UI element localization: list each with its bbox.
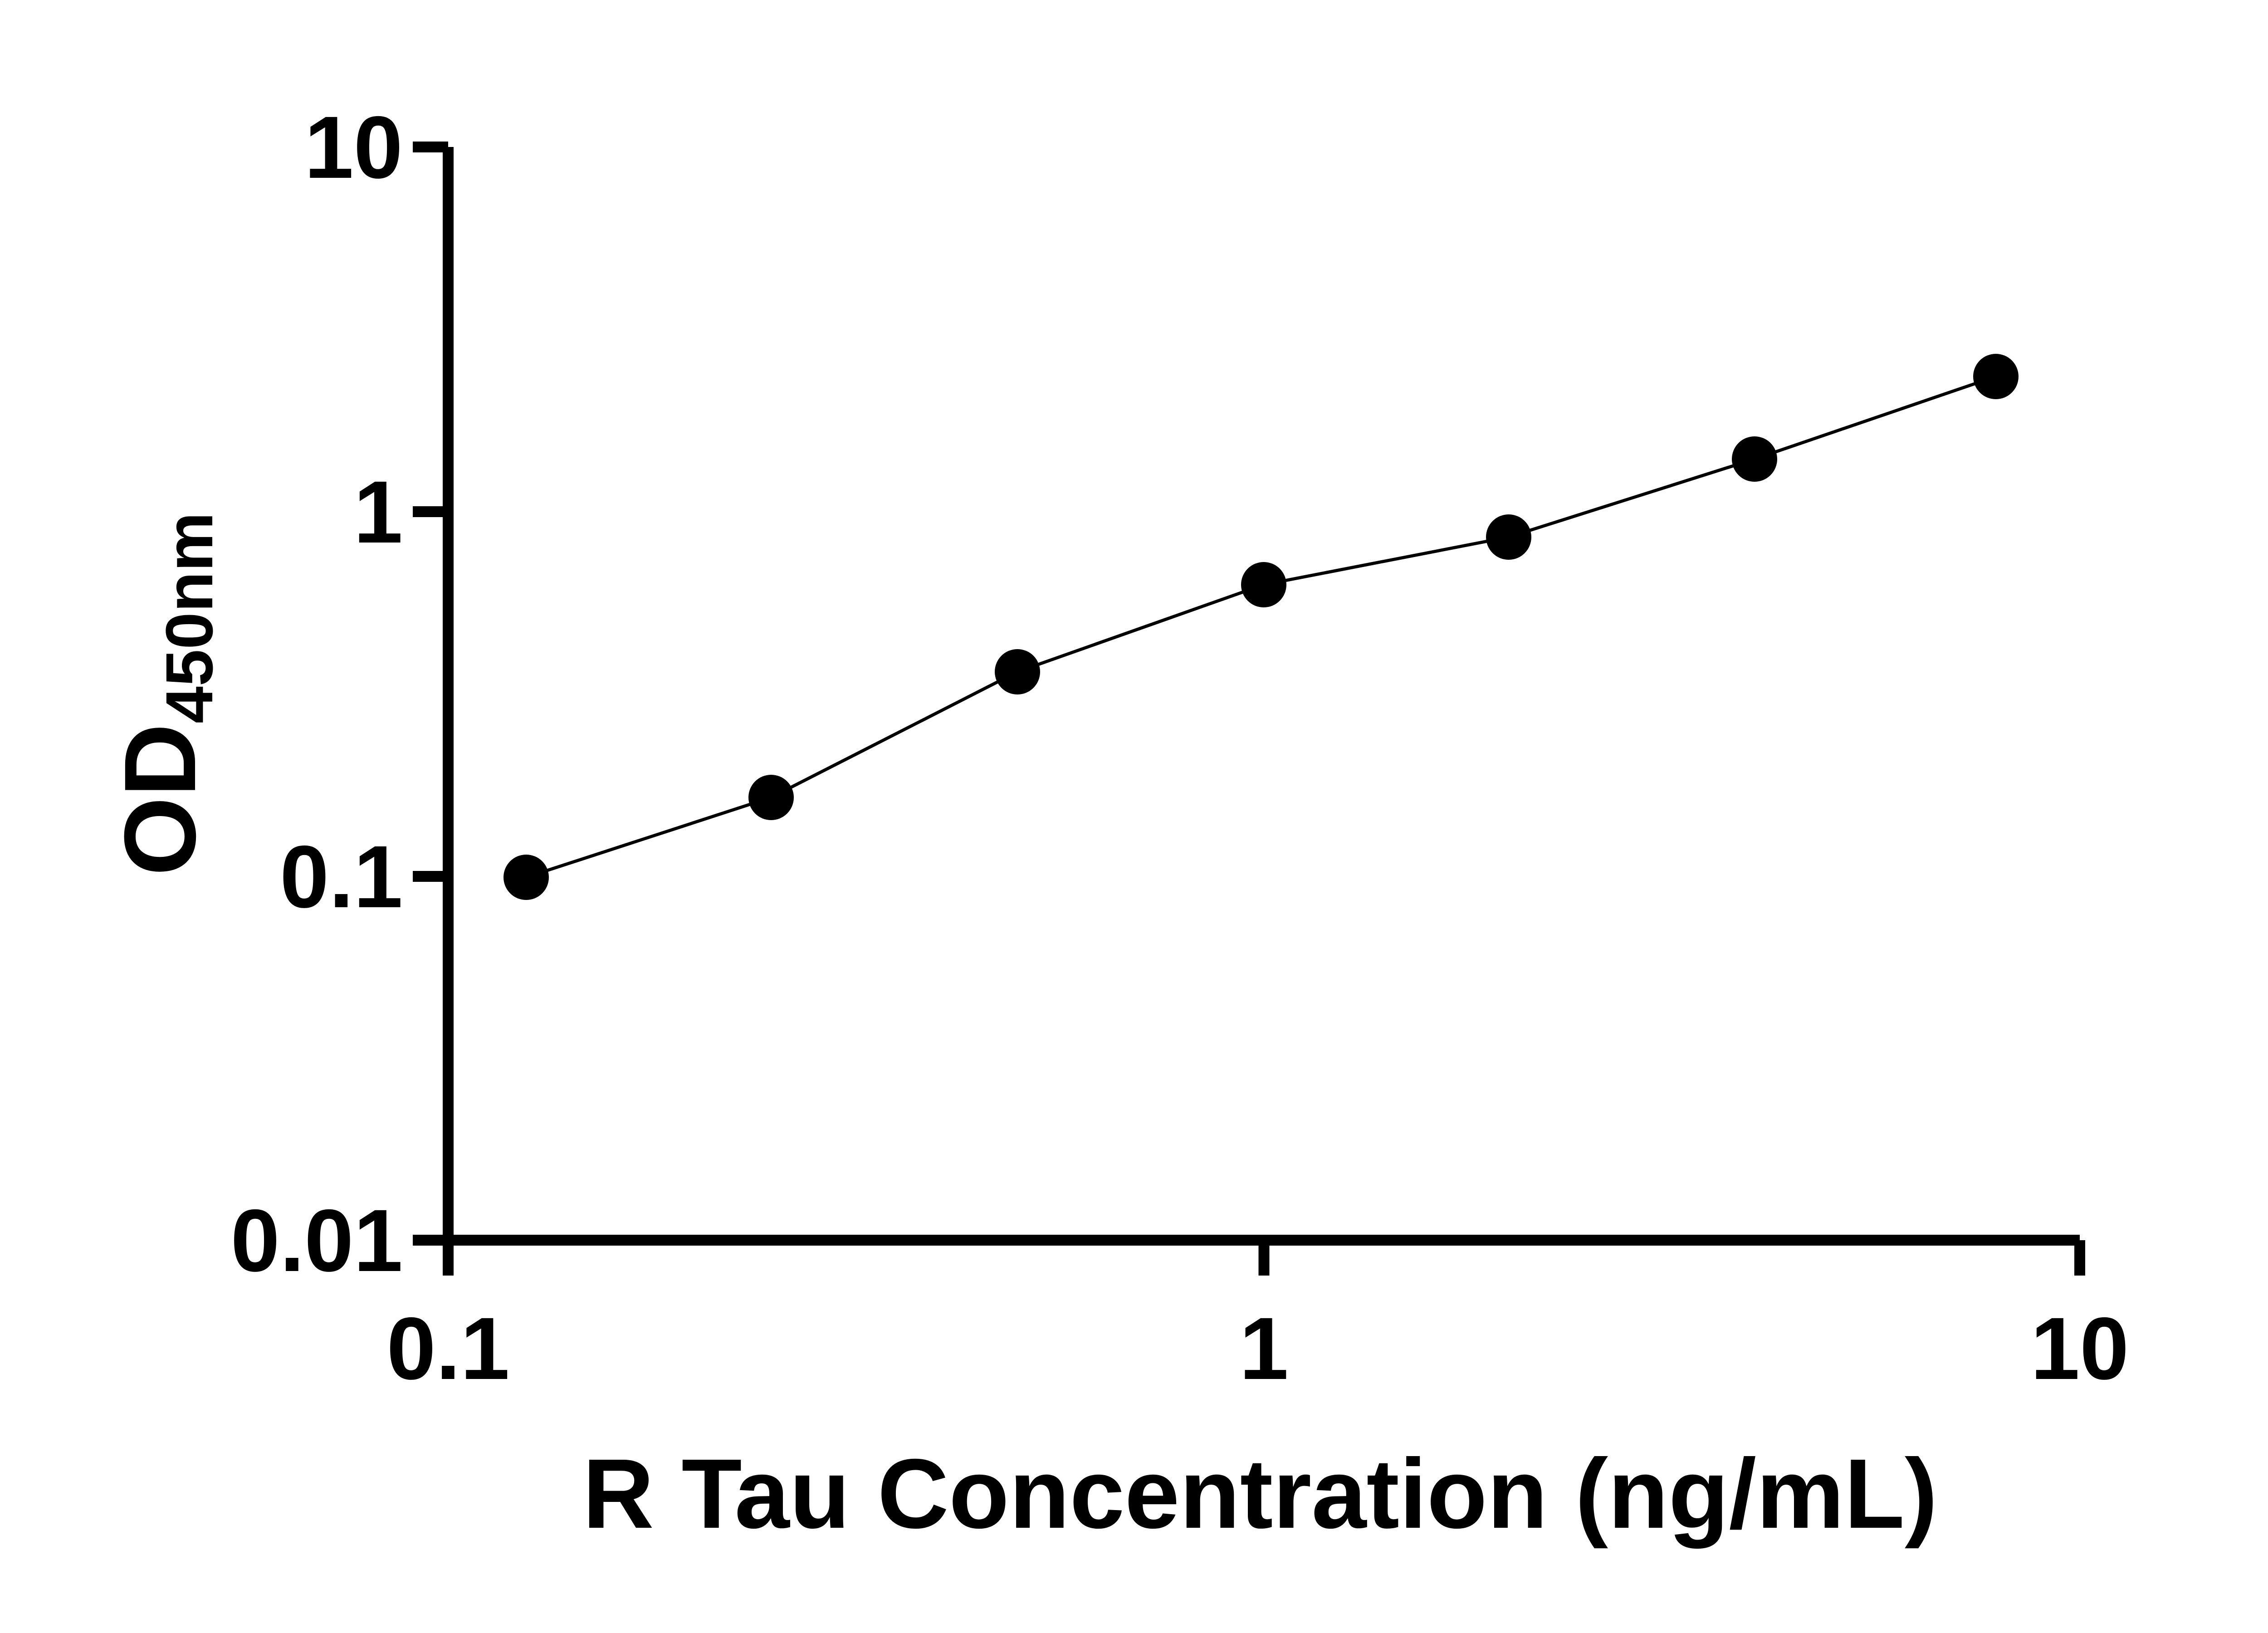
svg-text:0.01: 0.01	[230, 1191, 403, 1290]
svg-text:1: 1	[1239, 1299, 1288, 1398]
svg-text:10: 10	[2031, 1299, 2129, 1398]
svg-text:0.1: 0.1	[386, 1299, 509, 1398]
svg-text:OD450nm: OD450nm	[103, 512, 227, 876]
svg-text:10: 10	[304, 98, 403, 197]
svg-text:0.1: 0.1	[280, 827, 403, 926]
svg-text:1: 1	[354, 463, 403, 562]
svg-text:R Tau Concentration (ng/mL): R Tau Concentration (ng/mL)	[582, 1439, 1937, 1549]
